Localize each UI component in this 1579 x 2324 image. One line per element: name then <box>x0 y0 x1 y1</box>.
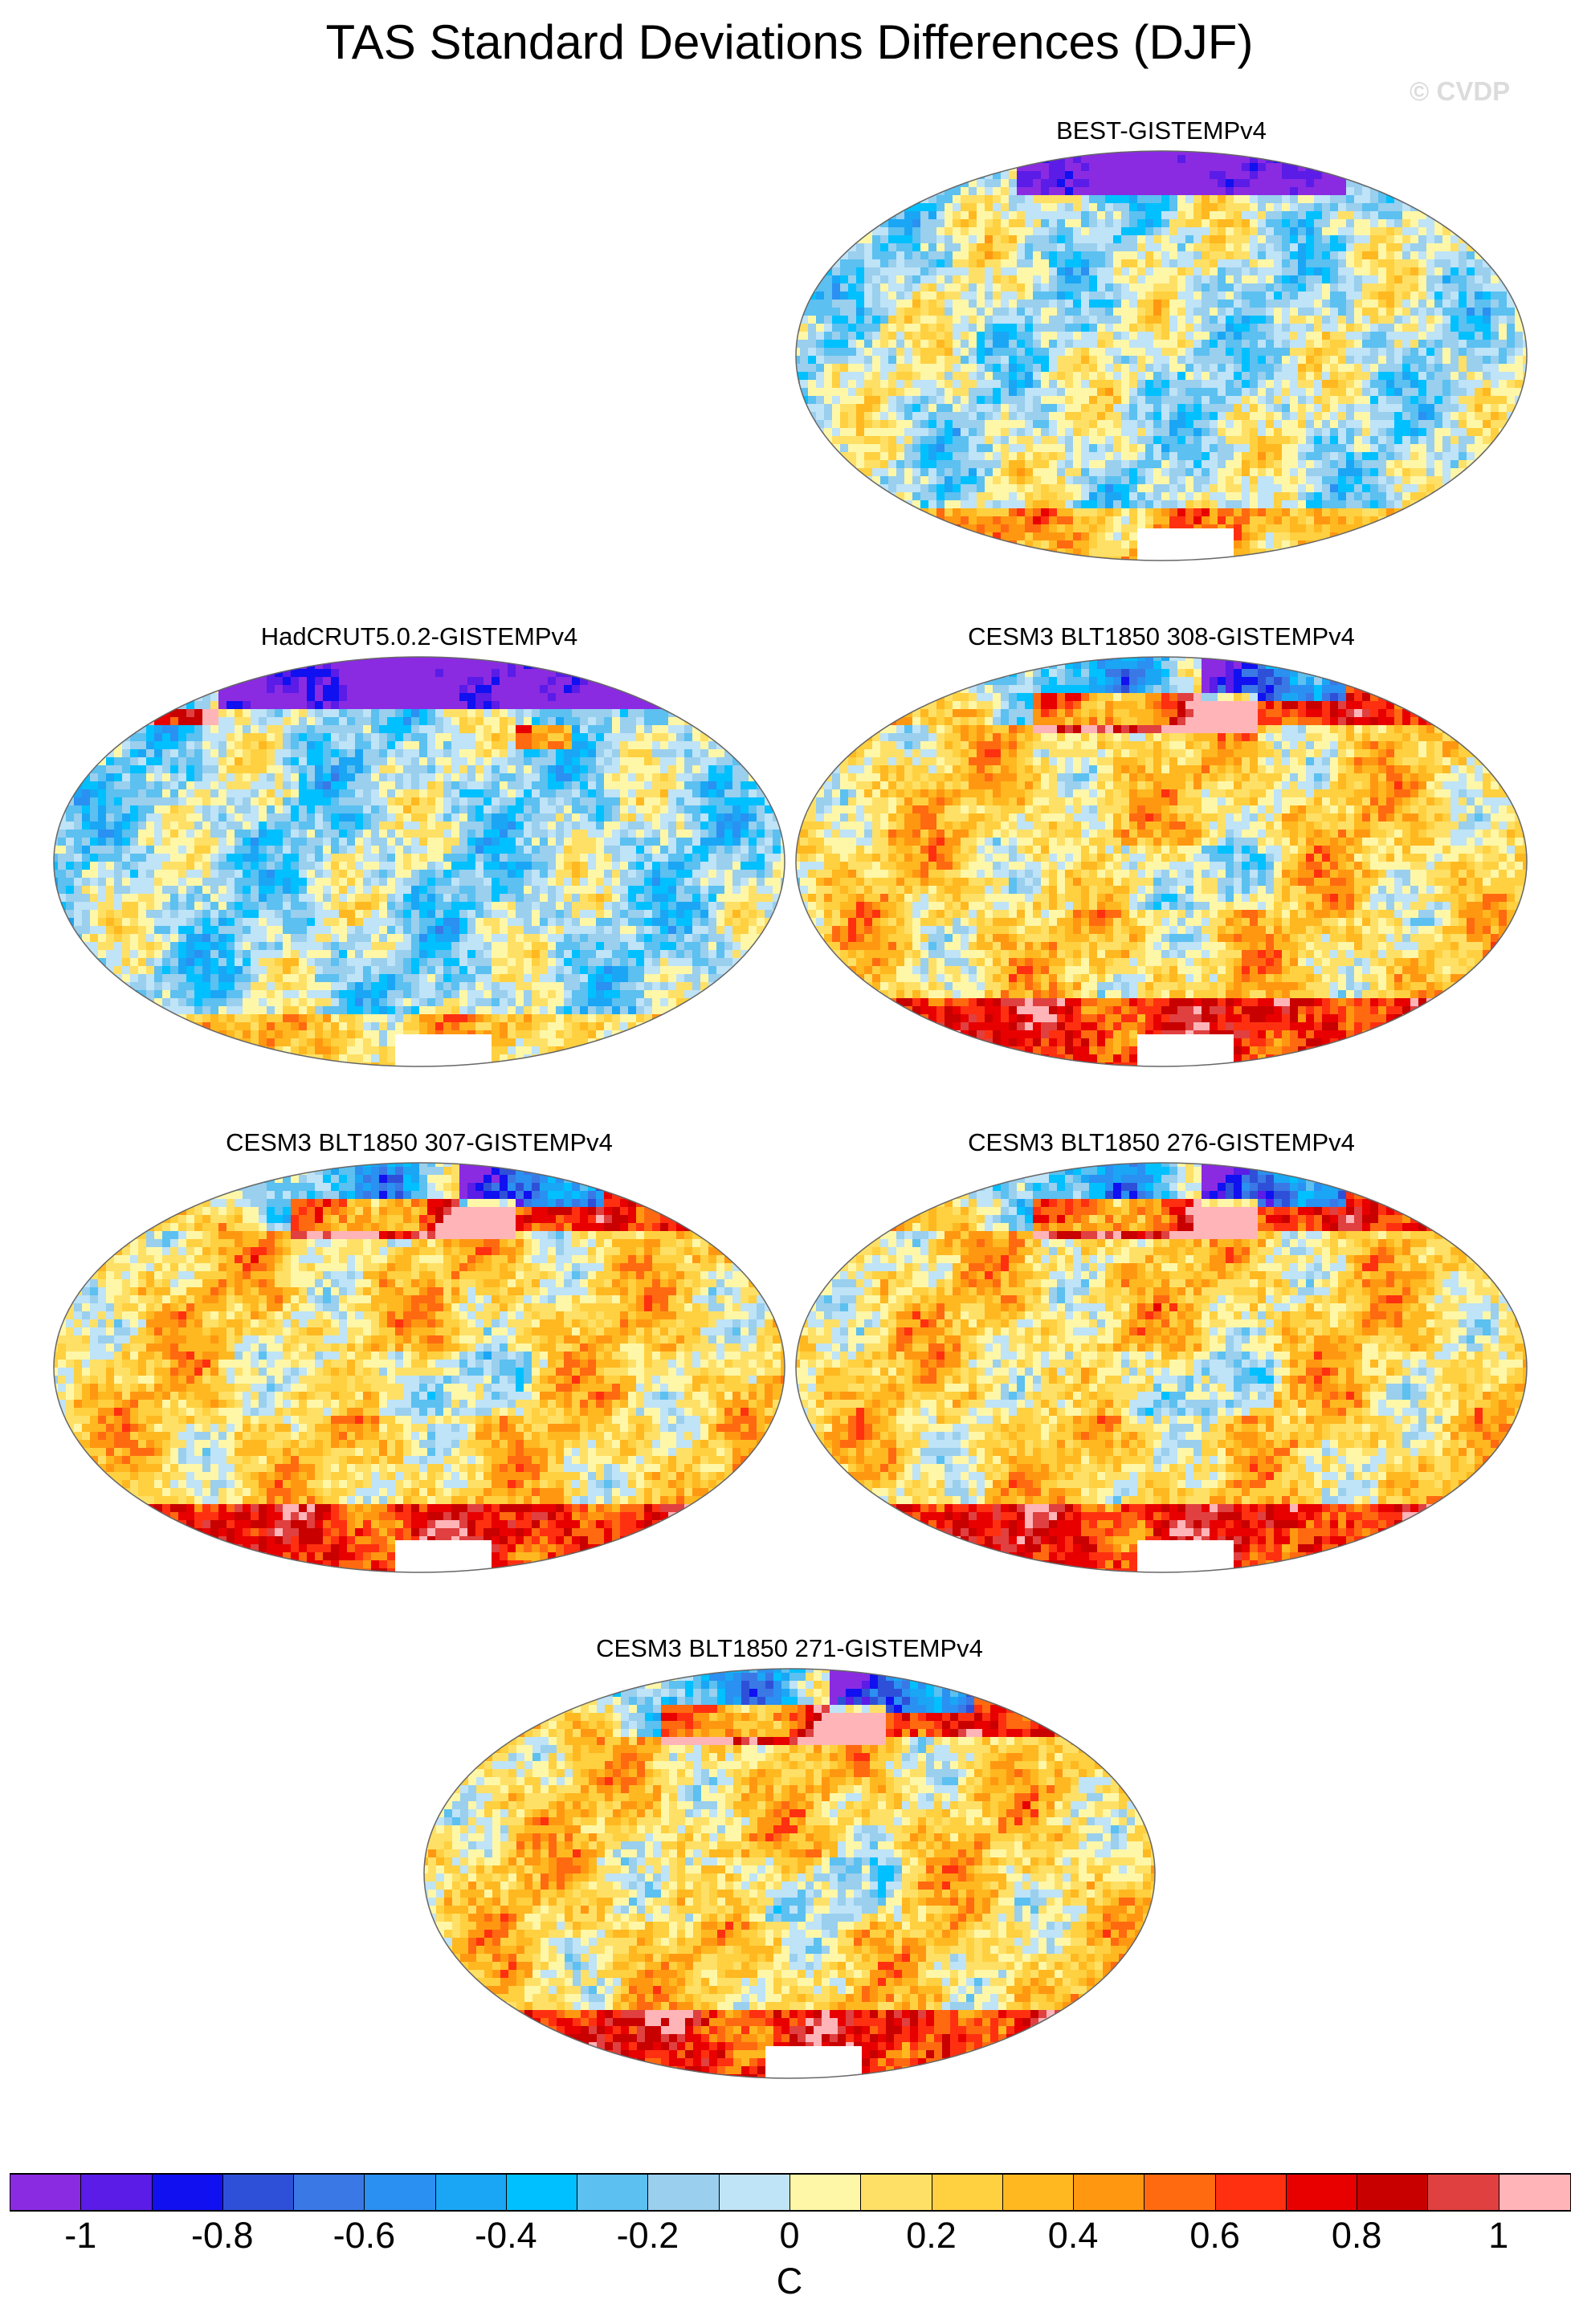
colorbar-swatch <box>364 2173 437 2212</box>
map-outline <box>53 1162 785 1573</box>
temperature-field <box>796 151 1527 561</box>
colorbar-swatch <box>1002 2173 1075 2212</box>
missing-data-patch <box>395 1034 492 1066</box>
temperature-field <box>424 1669 1155 2078</box>
colorbar-unit: C <box>777 2261 803 2302</box>
colorbar-tick-label: -1 <box>64 2215 96 2257</box>
temperature-field <box>796 657 1527 1066</box>
colorbar-swatch <box>435 2173 508 2212</box>
map-outline <box>795 1162 1528 1573</box>
panel-title: CESM3 BLT1850 276-GISTEMPv4 <box>792 1128 1531 1157</box>
colorbar-swatch <box>1498 2173 1572 2212</box>
colorbar-swatch <box>647 2173 720 2212</box>
colorbar-swatch <box>860 2173 933 2212</box>
figure-title: TAS Standard Deviations Differences (DJF… <box>0 14 1579 70</box>
colorbar-tick-label: 1 <box>1488 2215 1508 2257</box>
colorbar-swatch <box>80 2173 153 2212</box>
map-panel-best: BEST-GISTEMPv4 <box>792 116 1531 566</box>
map-outline <box>53 656 785 1067</box>
colorbar-swatch <box>505 2173 578 2212</box>
colorbar-swatch <box>790 2173 862 2212</box>
panel-title: HadCRUT5.0.2-GISTEMPv4 <box>50 622 789 651</box>
colorbar-tick-label: 0.8 <box>1332 2215 1382 2257</box>
colorbar-swatch <box>1144 2173 1217 2212</box>
map-307 <box>53 1162 785 1573</box>
map-outline <box>795 656 1528 1067</box>
map-outline <box>795 150 1528 561</box>
colorbar-swatch <box>10 2173 82 2212</box>
map-hadcrut <box>53 656 785 1067</box>
temperature-field <box>54 1163 785 1572</box>
missing-data-patch <box>765 2046 862 2078</box>
missing-data-patch <box>1137 528 1234 561</box>
colorbar-swatch <box>293 2173 365 2212</box>
colorbar-swatch <box>1214 2173 1287 2212</box>
colorbar-tick-label: 0 <box>779 2215 799 2257</box>
map-271 <box>423 1668 1156 2079</box>
map-best <box>795 150 1528 561</box>
colorbar-tick-label: 0.2 <box>906 2215 957 2257</box>
missing-data-patch <box>1137 1034 1234 1066</box>
colorbar <box>10 2173 1572 2213</box>
colorbar-tick-label: -0.8 <box>191 2215 254 2257</box>
colorbar-swatch <box>151 2173 224 2212</box>
colorbar-tick-label: 0.4 <box>1048 2215 1099 2257</box>
panel-title: CESM3 BLT1850 271-GISTEMPv4 <box>420 1634 1159 1663</box>
panel-title: BEST-GISTEMPv4 <box>792 116 1531 145</box>
map-panel-271: CESM3 BLT1850 271-GISTEMPv4 <box>420 1634 1159 2084</box>
temperature-field <box>54 657 785 1066</box>
colorbar-tick-label: -0.6 <box>333 2215 396 2257</box>
colorbar-swatch <box>577 2173 649 2212</box>
watermark-cvdp: © CVDP <box>1410 76 1510 107</box>
colorbar-tick-label: 0.6 <box>1189 2215 1240 2257</box>
panel-title: CESM3 BLT1850 308-GISTEMPv4 <box>792 622 1531 651</box>
map-outline <box>423 1668 1156 2079</box>
map-276 <box>795 1162 1528 1573</box>
temperature-field <box>796 1163 1527 1572</box>
map-panel-307: CESM3 BLT1850 307-GISTEMPv4 <box>50 1128 789 1578</box>
missing-data-patch <box>395 1540 492 1572</box>
map-panel-276: CESM3 BLT1850 276-GISTEMPv4 <box>792 1128 1531 1578</box>
colorbar-swatch <box>931 2173 1004 2212</box>
colorbar-swatch <box>222 2173 295 2212</box>
missing-data-patch <box>1137 1540 1234 1572</box>
panel-title: CESM3 BLT1850 307-GISTEMPv4 <box>50 1128 789 1157</box>
colorbar-swatch <box>1073 2173 1145 2212</box>
map-308 <box>795 656 1528 1067</box>
colorbar-swatch <box>1285 2173 1358 2212</box>
colorbar-swatch <box>1357 2173 1429 2212</box>
map-panel-hadcrut: HadCRUT5.0.2-GISTEMPv4 <box>50 622 789 1072</box>
colorbar-swatch <box>718 2173 791 2212</box>
colorbar-swatch <box>1427 2173 1500 2212</box>
colorbar-tick-label: -0.2 <box>617 2215 679 2257</box>
map-panel-308: CESM3 BLT1850 308-GISTEMPv4 <box>792 622 1531 1072</box>
colorbar-tick-label: -0.4 <box>475 2215 537 2257</box>
